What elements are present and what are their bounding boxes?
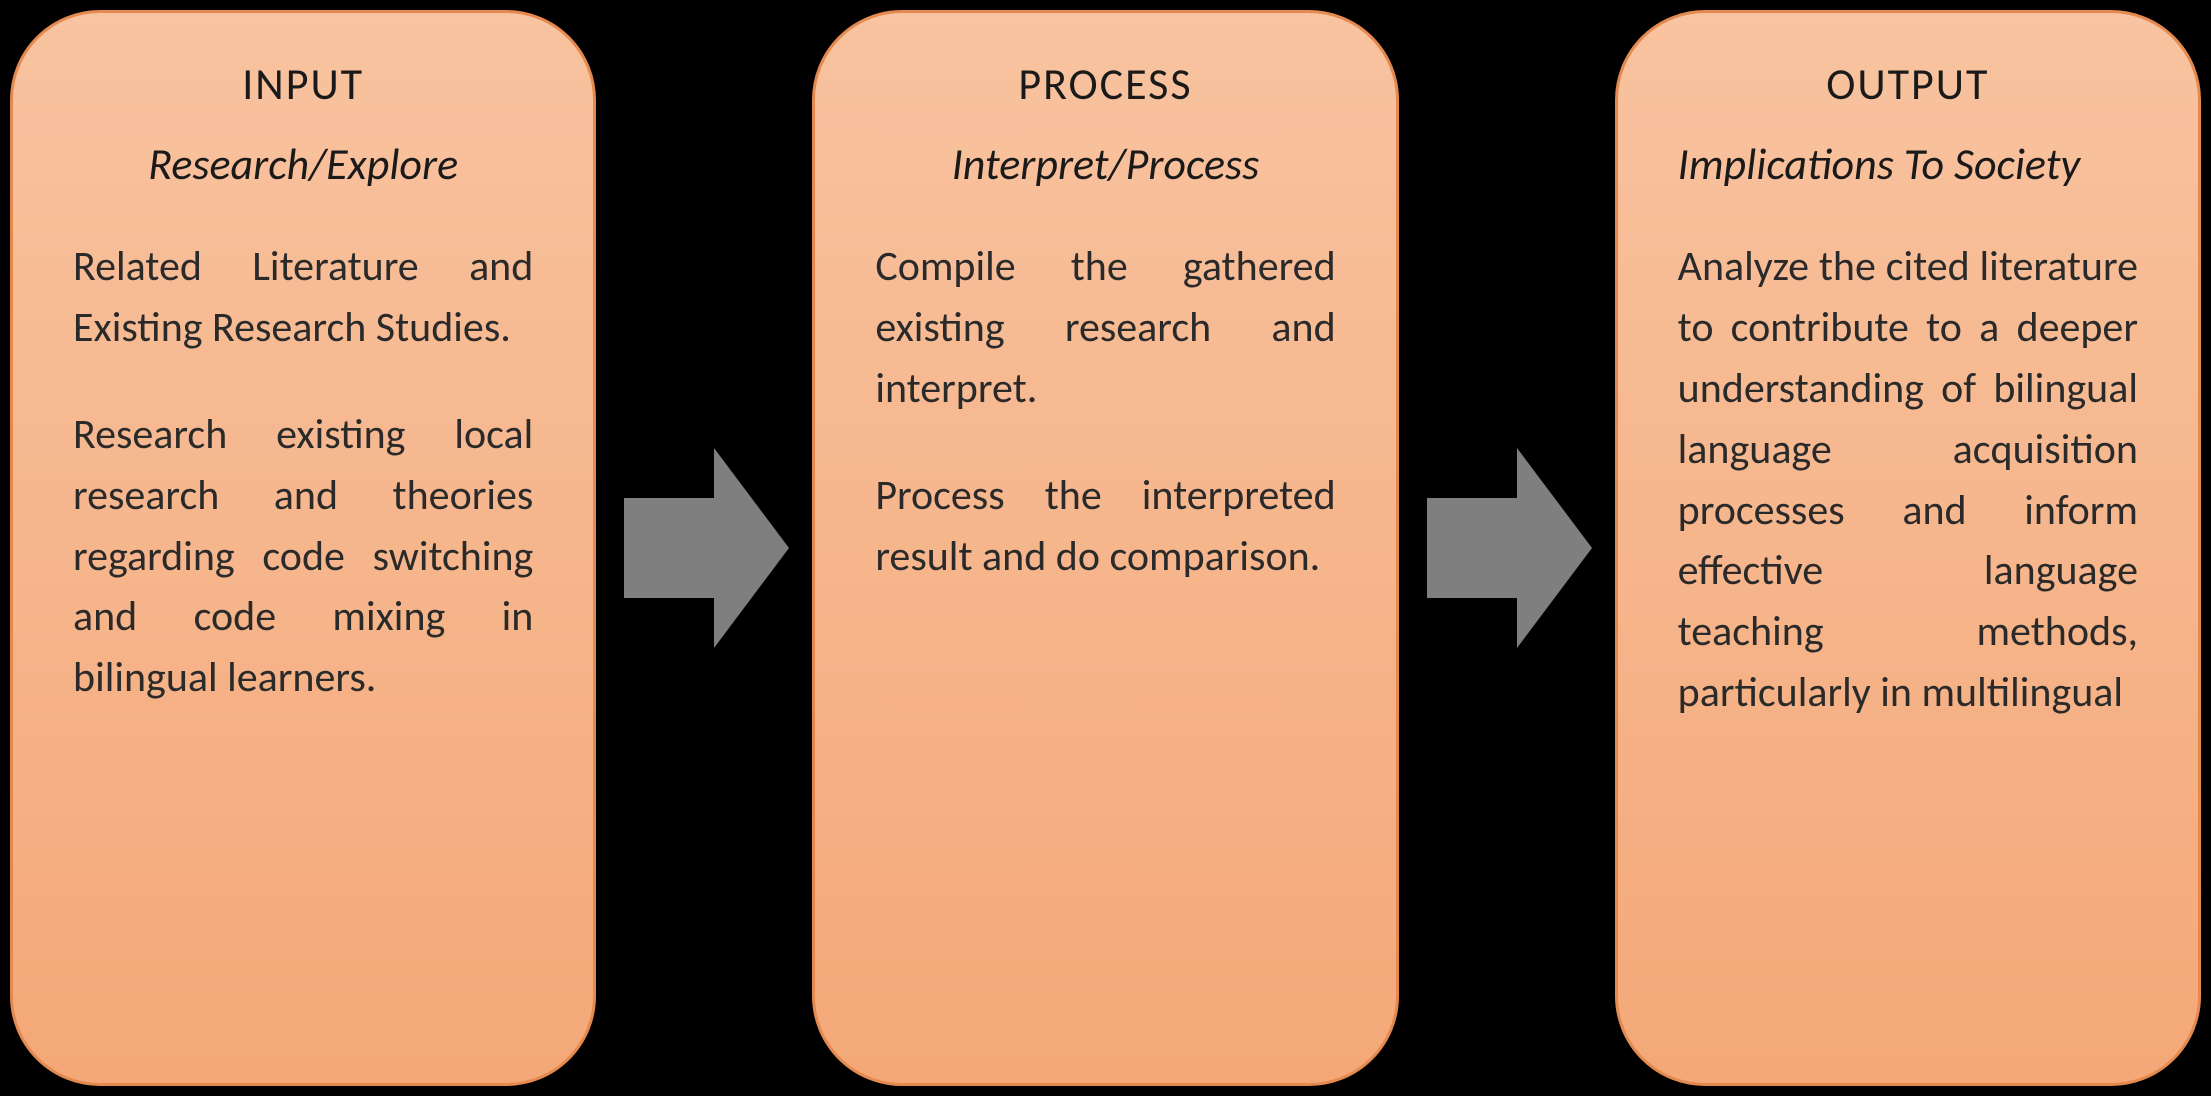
input-subtitle: Research/Explore bbox=[73, 137, 533, 191]
input-body: Related Literature and Existing Research… bbox=[73, 237, 533, 709]
process-subtitle: Interpret/Process bbox=[875, 137, 1335, 191]
arrow-right-icon bbox=[1417, 438, 1597, 658]
input-paragraph: Related Literature and Existing Research… bbox=[73, 237, 533, 359]
input-box: INPUT Research/Explore Related Literatur… bbox=[10, 10, 596, 1086]
arrow-right-icon bbox=[614, 438, 794, 658]
process-title: PROCESS bbox=[875, 57, 1335, 111]
input-title: INPUT bbox=[73, 57, 533, 111]
output-title: OUTPUT bbox=[1678, 57, 2138, 111]
output-body: Analyze the cited literature to contribu… bbox=[1678, 237, 2138, 724]
output-subtitle: Implications To Society bbox=[1678, 137, 2138, 191]
arrow-icon bbox=[1417, 438, 1597, 658]
process-body: Compile the gathered existing research a… bbox=[875, 237, 1335, 587]
process-paragraph: Compile the gathered existing research a… bbox=[875, 237, 1335, 420]
input-paragraph: Research existing local research and the… bbox=[73, 405, 533, 709]
process-box: PROCESS Interpret/Process Compile the ga… bbox=[812, 10, 1398, 1086]
process-paragraph: Process the interpreted result and do co… bbox=[875, 466, 1335, 588]
output-paragraph: Analyze the cited literature to contribu… bbox=[1678, 237, 2138, 724]
ipo-flow-diagram: INPUT Research/Explore Related Literatur… bbox=[10, 10, 2201, 1086]
arrow-icon bbox=[614, 438, 794, 658]
output-box: OUTPUT Implications To Society Analyze t… bbox=[1615, 10, 2201, 1086]
